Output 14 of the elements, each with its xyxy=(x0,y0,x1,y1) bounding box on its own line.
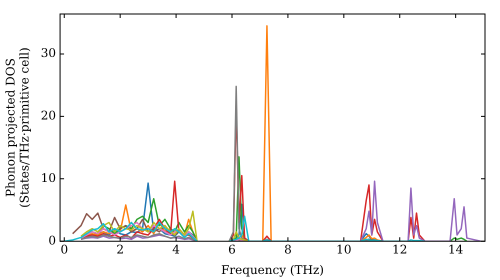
x-tick-label: 0 xyxy=(60,242,68,257)
x-axis-title: Frequency (THz) xyxy=(221,262,324,277)
x-tick-label: 8 xyxy=(284,242,292,257)
x-tick-label: 12 xyxy=(392,242,408,257)
x-tick-label: 4 xyxy=(172,242,180,257)
x-tick-label: 14 xyxy=(448,242,464,257)
y-tick-label: 0 xyxy=(48,233,56,248)
x-tick-label: 6 xyxy=(228,242,236,257)
y-tick-label: 30 xyxy=(40,46,56,60)
y-axis-title: Phonon projected DOS (States/THz·primitive cell) xyxy=(3,47,32,208)
x-tick-label: 2 xyxy=(116,242,124,257)
y-tick-label: 20 xyxy=(40,108,56,122)
y-tick-label: 10 xyxy=(40,170,56,185)
x-tick-label: 10 xyxy=(336,242,352,257)
